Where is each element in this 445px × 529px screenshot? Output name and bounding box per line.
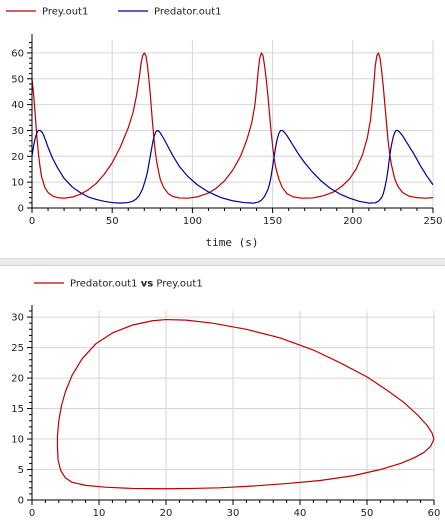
x-tick-label: 100 bbox=[183, 216, 202, 227]
series-line-0 bbox=[31, 52, 434, 199]
x-tick-label: 0 bbox=[29, 216, 35, 227]
top-plot-panel: Prey.out1 Predator.out1 0 50 100 150 200 250 0 1… bbox=[0, 0, 445, 258]
y-tick-label: 10 bbox=[11, 178, 24, 189]
y-tick-label: 20 bbox=[11, 374, 24, 385]
legend-label-0: Prey.out1 bbox=[42, 7, 88, 18]
bottom-series-group bbox=[56, 318, 435, 490]
top-x-axis-label: time (s) bbox=[206, 236, 259, 249]
x-tick-label: 50 bbox=[106, 216, 119, 227]
series-line-0 bbox=[56, 318, 435, 490]
phase-plot-chart: Predator.out1 vs Prey.out1 0 10 20 30 40 50 60… bbox=[11, 279, 440, 520]
top-gridlines bbox=[31, 40, 434, 209]
x-tick-label: 20 bbox=[160, 508, 173, 519]
x-tick-label: 50 bbox=[361, 508, 374, 519]
x-tick-label: 60 bbox=[428, 508, 441, 519]
y-tick-label: 0 bbox=[18, 496, 24, 507]
x-tick-label: 200 bbox=[343, 216, 362, 227]
bottom-plot-panel: Predator.out1 vs Prey.out1 0 10 20 30 40 50 60… bbox=[0, 266, 445, 529]
bottom-axes: 0 10 20 30 40 50 60 0 5 10 15 20 25 30 bbox=[11, 305, 440, 519]
y-tick-label: 10 bbox=[11, 435, 24, 446]
y-tick-label: 25 bbox=[11, 343, 24, 354]
x-tick-label: 30 bbox=[227, 508, 240, 519]
legend-label-0: Predator.out1 vs Prey.out1 bbox=[70, 279, 203, 290]
y-tick-label: 30 bbox=[11, 313, 24, 324]
legend-label-1: Predator.out1 bbox=[154, 7, 222, 18]
panel-divider[interactable] bbox=[0, 258, 445, 266]
series-line-1 bbox=[31, 129, 434, 204]
y-tick-label: 5 bbox=[18, 465, 24, 476]
top-legend: Prey.out1 Predator.out1 bbox=[6, 7, 222, 18]
y-tick-label: 15 bbox=[11, 404, 24, 415]
y-tick-label: 20 bbox=[11, 152, 24, 163]
y-tick-label: 60 bbox=[11, 48, 24, 59]
x-tick-label: 150 bbox=[263, 216, 282, 227]
y-tick-label: 30 bbox=[11, 126, 24, 137]
bottom-legend: Predator.out1 vs Prey.out1 bbox=[34, 279, 203, 290]
x-tick-label: 10 bbox=[93, 508, 106, 519]
y-tick-label: 40 bbox=[11, 100, 24, 111]
top-axes: 0 50 100 150 200 250 0 10 20 30 40 50 60 bbox=[11, 34, 443, 227]
x-tick-label: 40 bbox=[294, 508, 307, 519]
time-series-chart: Prey.out1 Predator.out1 0 50 100 150 200 250 0 1… bbox=[6, 7, 443, 249]
x-tick-label: 250 bbox=[423, 216, 442, 227]
y-tick-label: 50 bbox=[11, 74, 24, 85]
x-tick-label: 0 bbox=[29, 508, 35, 519]
top-series-group bbox=[31, 52, 434, 204]
y-tick-label: 0 bbox=[18, 204, 24, 215]
